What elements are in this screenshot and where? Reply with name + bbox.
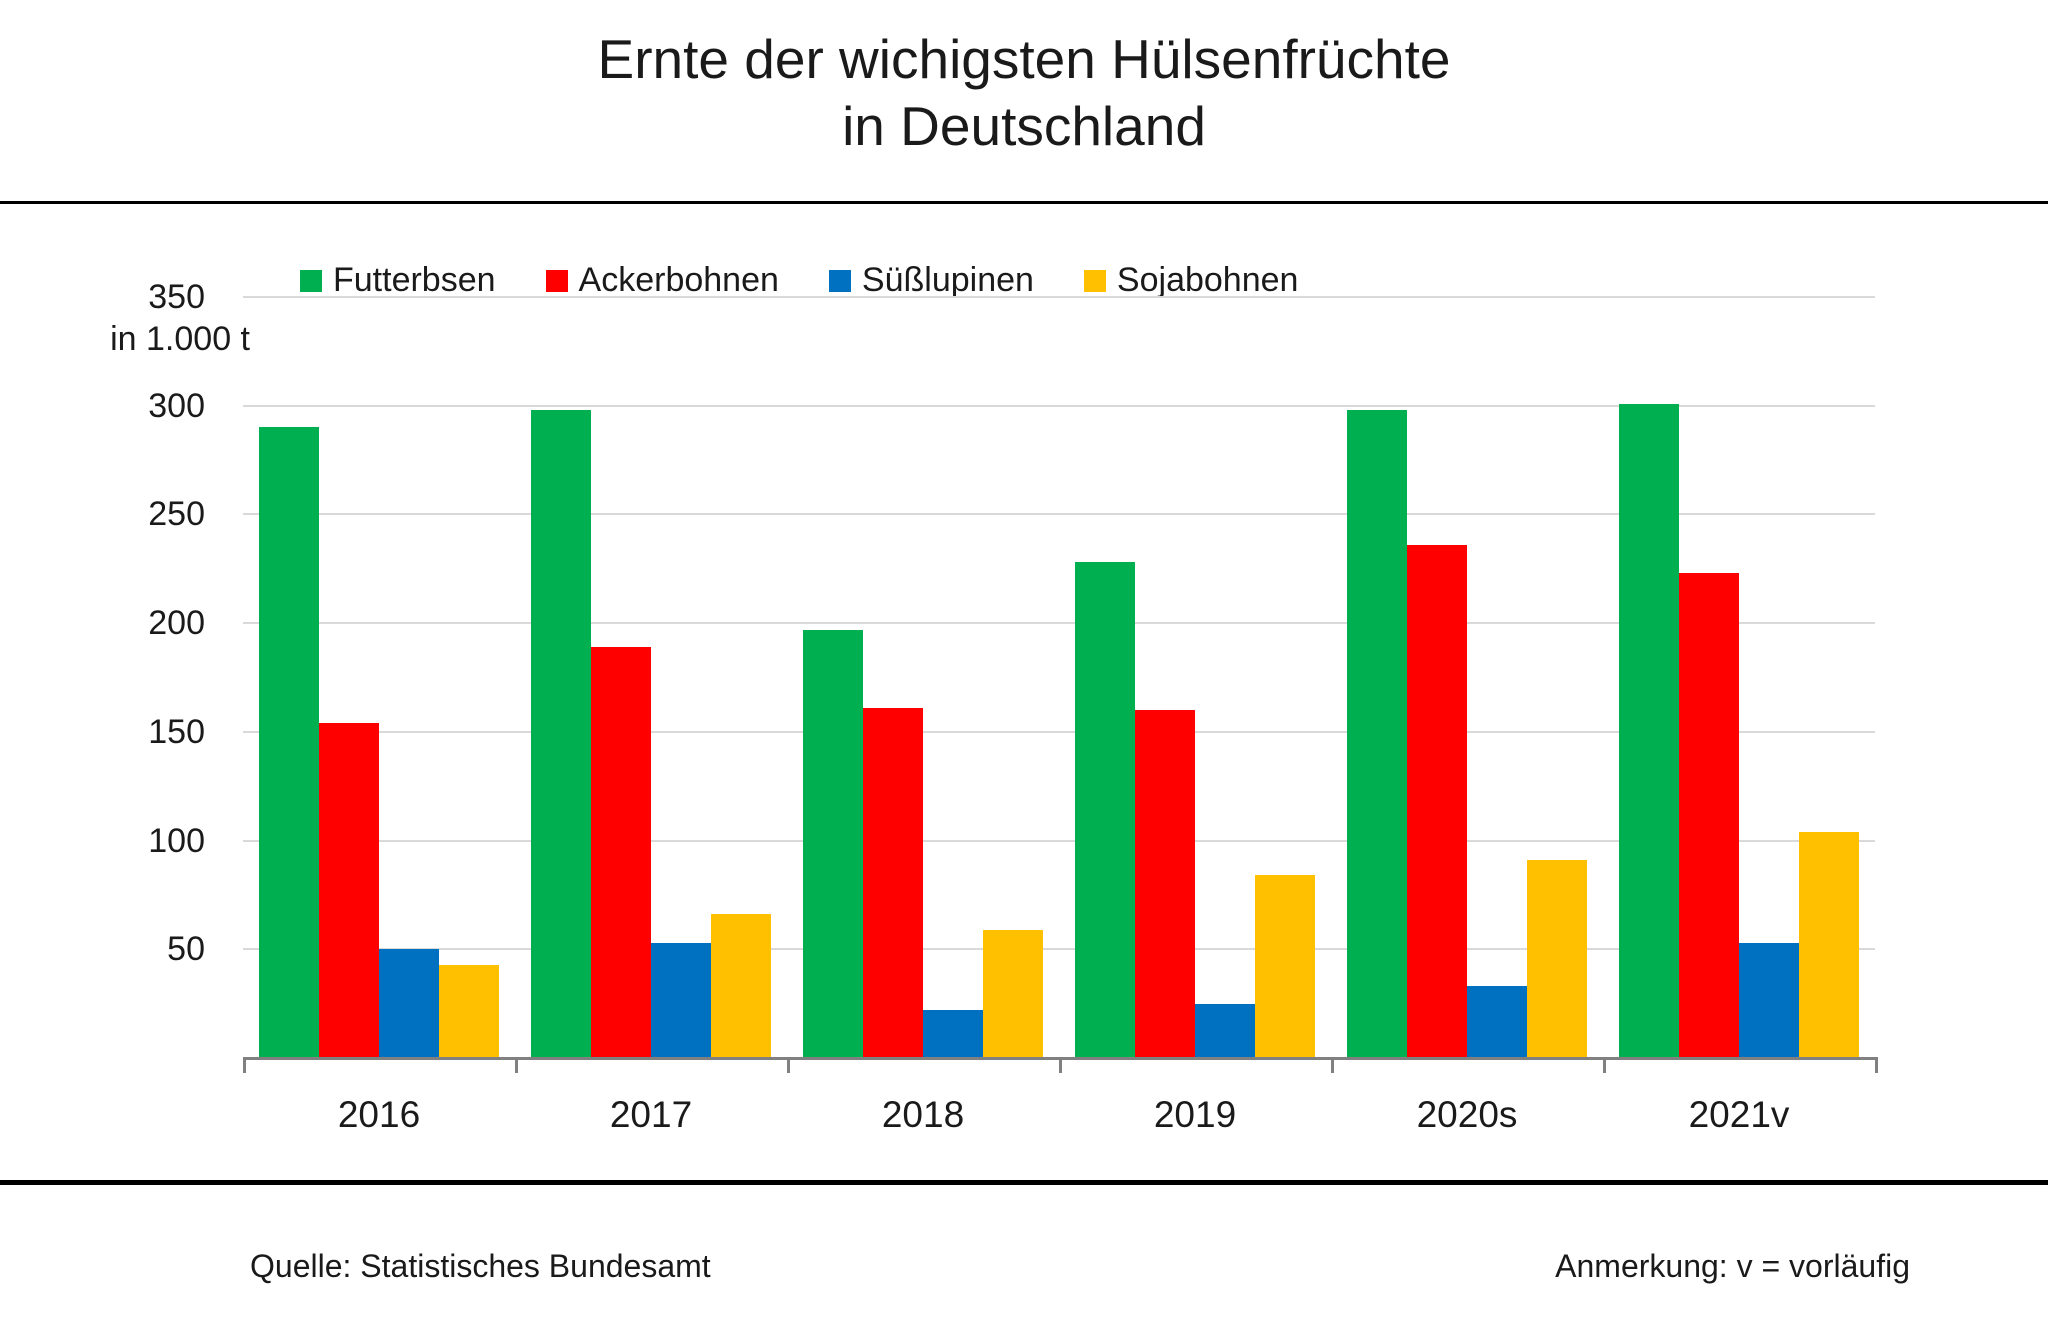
y-tick-label: 250: [148, 495, 205, 533]
bar-futterbsen-2021v: [1619, 404, 1679, 1058]
legend-swatch-icon: [828, 269, 851, 292]
x-axis-tick: [1603, 1057, 1606, 1073]
y-tick-label: 300: [148, 387, 205, 425]
bar-sojabohnen-2019: [1255, 875, 1315, 1058]
chart-title-line1: Ernte der wichigsten Hülsenfrüchte: [597, 28, 1451, 90]
bar-ackerbohnen-2018: [863, 708, 923, 1058]
bar-sojabohnen-2016: [439, 965, 499, 1058]
bar-süßlupinen-2017: [651, 943, 711, 1058]
legend-swatch-icon: [545, 269, 568, 292]
x-axis-tick: [787, 1057, 790, 1073]
bar-süßlupinen-2020s: [1467, 986, 1527, 1058]
x-tick-label: 2018: [881, 1094, 965, 1135]
bar-sojabohnen-2017: [711, 914, 771, 1058]
bar-süßlupinen-2019: [1195, 1004, 1255, 1058]
x-tick-label: 2021v: [1688, 1094, 1790, 1135]
bar-futterbsen-2016: [259, 427, 319, 1058]
gridline-100: [243, 840, 1875, 842]
bar-ackerbohnen-2019: [1135, 710, 1195, 1058]
gridline-200: [243, 622, 1875, 624]
legend-label: Futterbsen: [333, 261, 496, 299]
x-axis-tick: [1331, 1057, 1334, 1073]
x-axis-tick: [243, 1057, 246, 1073]
bar-ackerbohnen-2020s: [1407, 545, 1467, 1058]
gridline-50: [243, 948, 1875, 950]
legend-item-sojabohnen: Sojabohnen: [1083, 261, 1299, 300]
bar-süßlupinen-2016: [379, 949, 439, 1058]
remark-note: Anmerkung: v = vorläufig: [1555, 1248, 1910, 1284]
legend-item-süßlupinen: Süßlupinen: [828, 261, 1034, 300]
chart-legend: Futterbsen Ackerbohnen Süßlupinen Sojabohne…: [300, 261, 1298, 300]
x-tick-label: 2017: [609, 1094, 693, 1135]
x-tick-label: 2016: [337, 1094, 421, 1135]
legend-label: Ackerbohnen: [578, 261, 779, 299]
legend-label: Sojabohnen: [1116, 261, 1299, 299]
gridline-150: [243, 731, 1875, 733]
legend-swatch-icon: [1083, 269, 1106, 292]
bar-ackerbohnen-2021v: [1679, 573, 1739, 1058]
gridline-250: [243, 513, 1875, 515]
y-tick-label: 200: [148, 604, 205, 642]
gridline-350: [243, 296, 1875, 298]
bar-ackerbohnen-2017: [591, 647, 651, 1058]
bar-sojabohnen-2020s: [1527, 860, 1587, 1058]
top-divider: [0, 201, 2048, 204]
bar-ackerbohnen-2016: [319, 723, 379, 1058]
legend-item-ackerbohnen: Ackerbohnen: [545, 261, 779, 300]
bar-süßlupinen-2021v: [1739, 943, 1799, 1058]
bar-futterbsen-2019: [1075, 562, 1135, 1058]
bar-süßlupinen-2018: [923, 1010, 983, 1058]
bar-futterbsen-2017: [531, 410, 591, 1058]
y-tick-label: 150: [148, 713, 205, 751]
x-axis-tick: [515, 1057, 518, 1073]
y-tick-label: 350: [148, 278, 205, 316]
gridline-300: [243, 405, 1875, 407]
bar-futterbsen-2020s: [1347, 410, 1407, 1058]
bar-sojabohnen-2021v: [1799, 832, 1859, 1058]
chart-title-line2: in Deutschland: [842, 95, 1206, 157]
y-tick-label: 50: [167, 930, 205, 968]
y-tick-label: 100: [148, 822, 205, 860]
legend-label: Süßlupinen: [861, 261, 1034, 299]
x-axis-tick: [1059, 1057, 1062, 1073]
chart-title: Ernte der wichigsten Hülsenfrüchte in De…: [0, 26, 2048, 160]
legend-item-futterbsen: Futterbsen: [300, 261, 496, 300]
x-axis-tick: [1875, 1057, 1878, 1073]
y-axis-unit-label: in 1.000 t: [110, 320, 250, 358]
x-tick-label: 2019: [1153, 1094, 1237, 1135]
bar-futterbsen-2018: [803, 630, 863, 1058]
source-note: Quelle: Statistisches Bundesamt: [250, 1248, 711, 1284]
legend-swatch-icon: [300, 269, 322, 292]
bar-sojabohnen-2018: [983, 930, 1043, 1058]
x-tick-label: 2020s: [1416, 1094, 1518, 1135]
bottom-divider: [0, 1180, 2048, 1185]
